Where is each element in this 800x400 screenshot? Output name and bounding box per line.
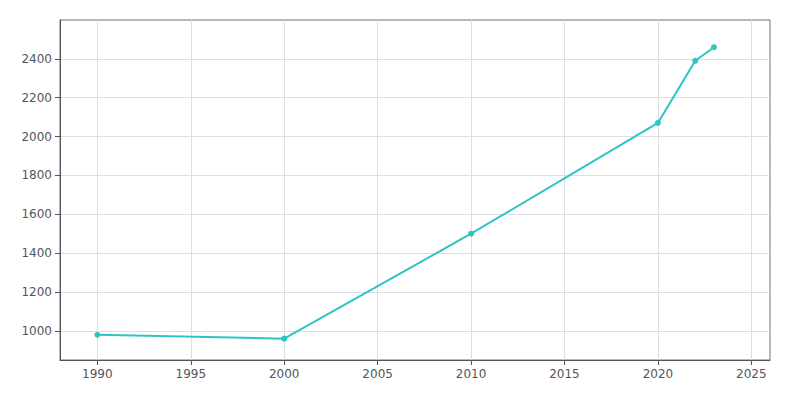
svg-text:2400: 2400 [21, 52, 52, 66]
svg-text:1400: 1400 [21, 246, 52, 260]
svg-text:1990: 1990 [82, 367, 113, 381]
svg-text:1000: 1000 [21, 324, 52, 338]
svg-text:2025: 2025 [736, 367, 767, 381]
svg-text:2015: 2015 [549, 367, 580, 381]
svg-text:2010: 2010 [456, 367, 487, 381]
svg-text:2200: 2200 [21, 91, 52, 105]
svg-text:1600: 1600 [21, 207, 52, 221]
svg-text:2020: 2020 [643, 367, 674, 381]
svg-text:1800: 1800 [21, 168, 52, 182]
svg-text:2000: 2000 [269, 367, 300, 381]
svg-text:2000: 2000 [21, 130, 52, 144]
svg-text:1200: 1200 [21, 285, 52, 299]
svg-text:2005: 2005 [362, 367, 393, 381]
svg-text:1995: 1995 [176, 367, 207, 381]
